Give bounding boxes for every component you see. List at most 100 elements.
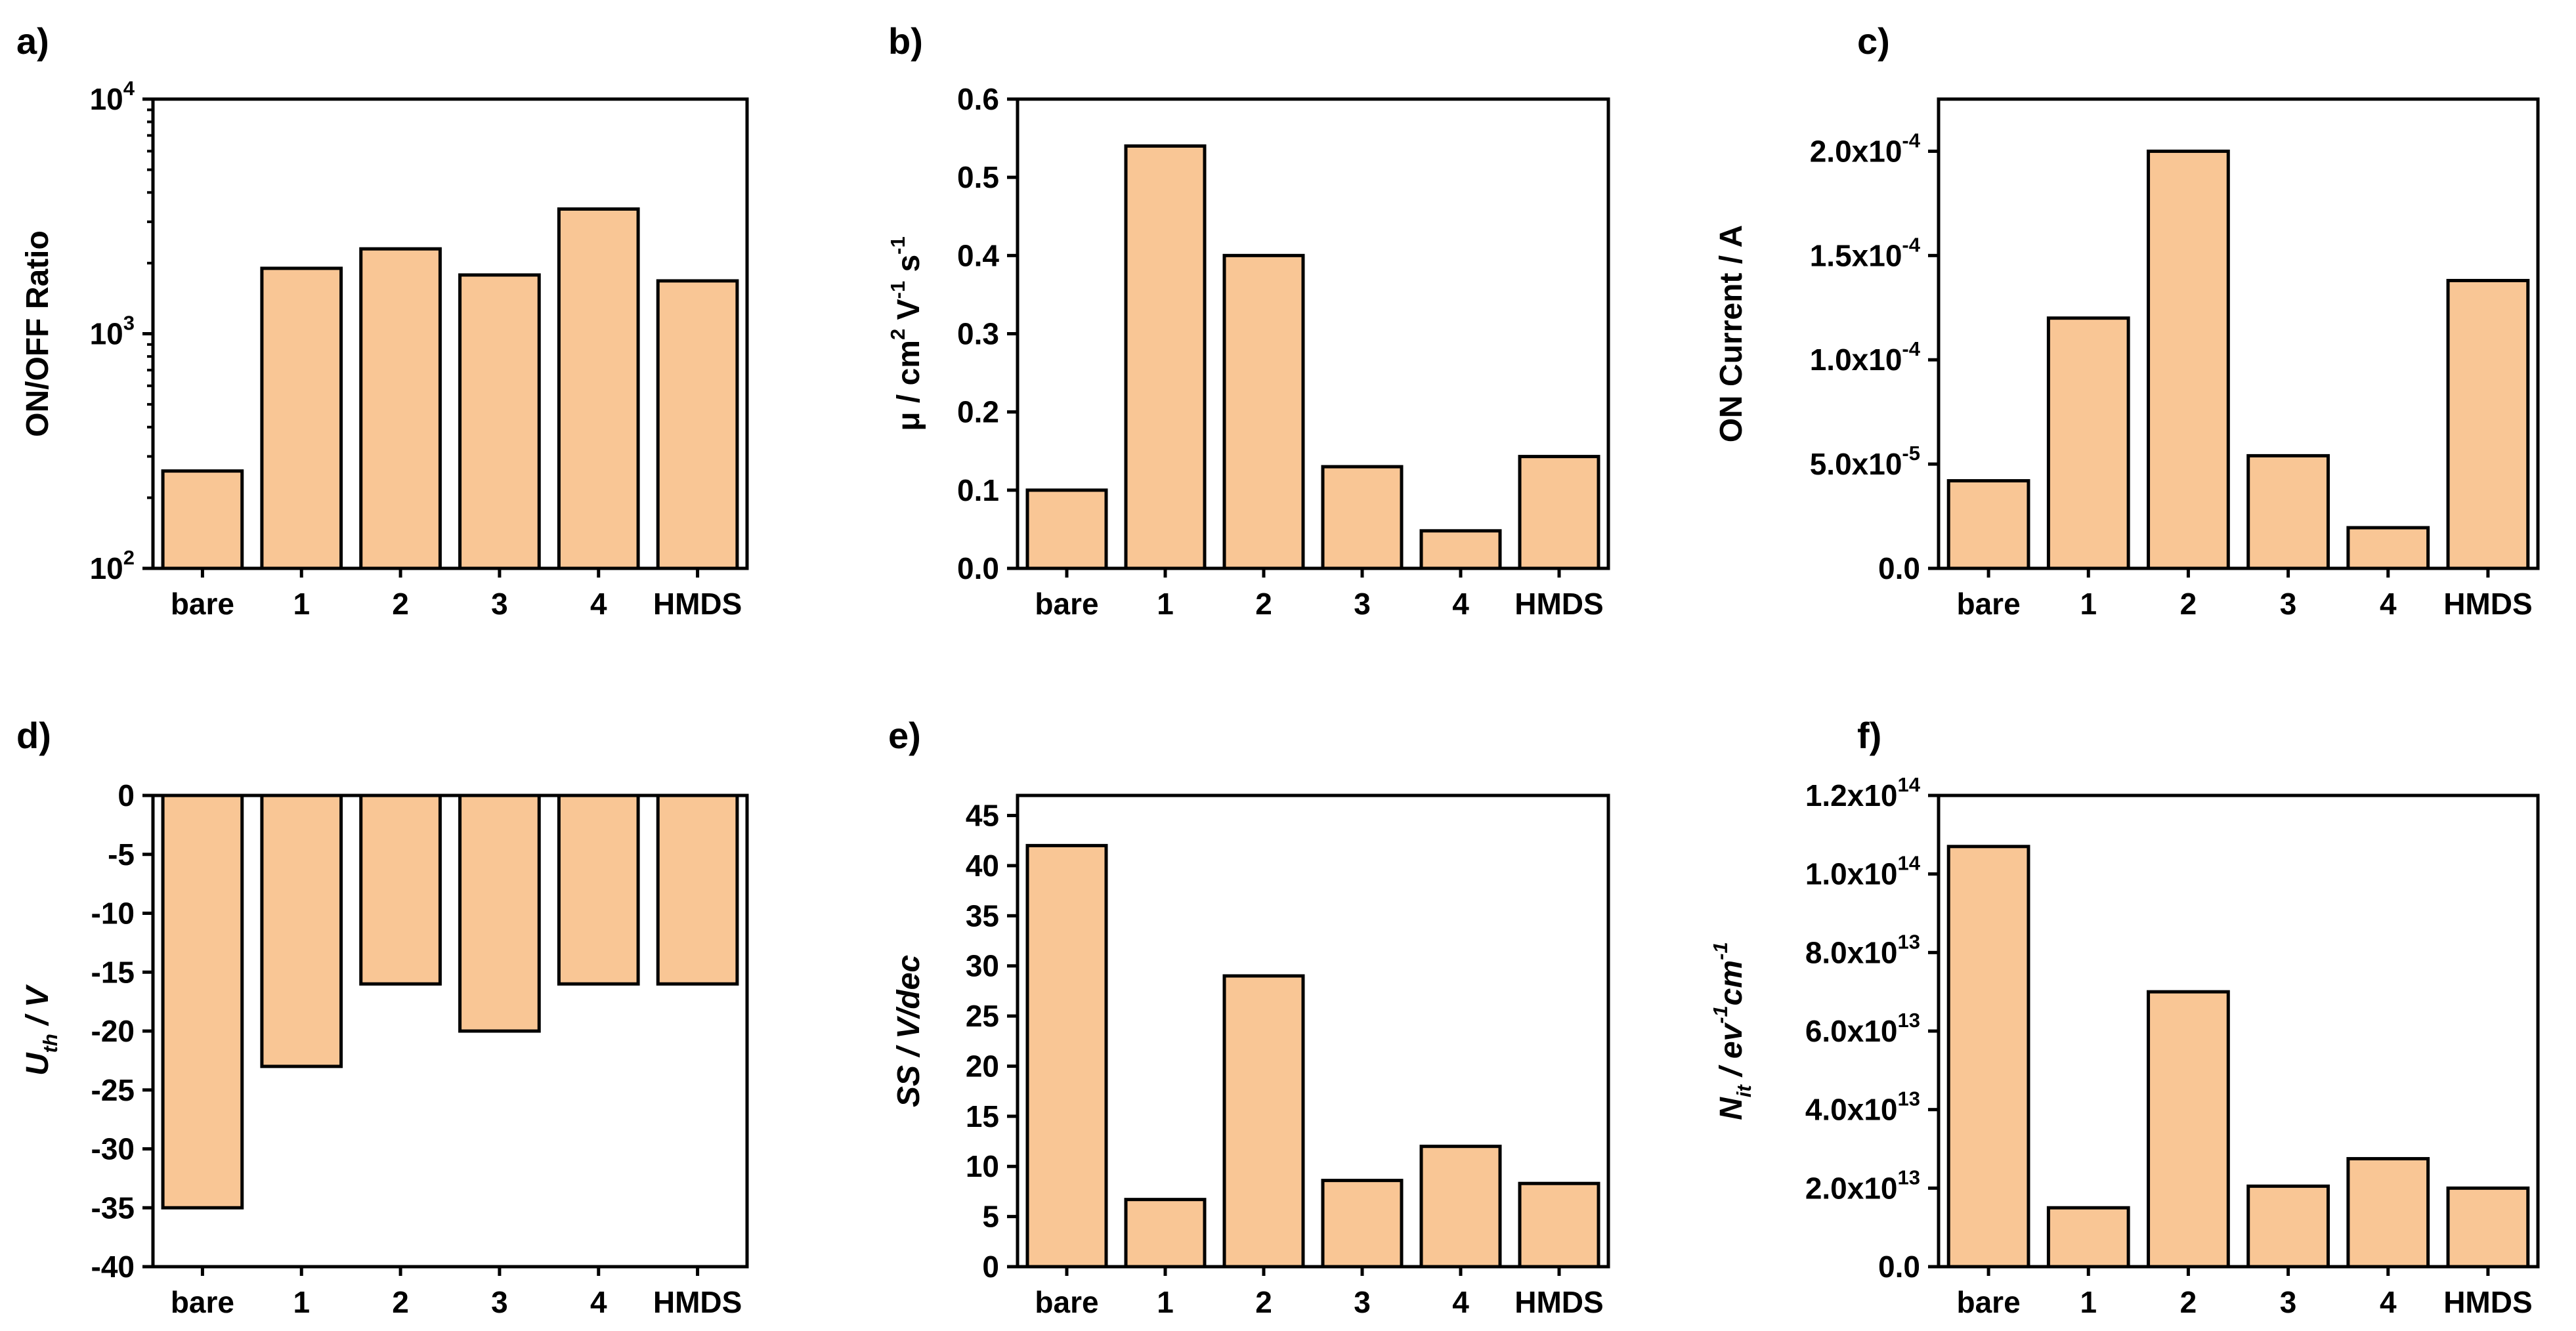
y-tick-label: 4.0x1013	[1805, 1088, 1920, 1127]
bar-HMDS	[1518, 455, 1600, 570]
bar-4	[557, 207, 640, 570]
bar-HMDS	[656, 279, 739, 570]
bar-HMDS	[656, 793, 739, 986]
x-tick-label: bare	[1035, 587, 1098, 621]
bar-bare	[1025, 843, 1108, 1269]
y-tick-label: -20	[91, 1014, 135, 1048]
bar-3	[1321, 1179, 1404, 1269]
x-tick-label: 2	[392, 1285, 409, 1319]
plot-frame	[1016, 793, 1610, 1269]
bar-2	[2147, 149, 2230, 570]
x-tick-label: 4	[2380, 1285, 2397, 1319]
y-tick-label: -10	[91, 897, 135, 931]
x-tick-label: 3	[2280, 587, 2297, 621]
y-tick-label: 0.0	[1878, 551, 1920, 585]
bar-HMDS	[2446, 1186, 2530, 1269]
y-axis-label: SS / V/dec	[891, 955, 926, 1107]
panel-label: c)	[1857, 20, 1890, 62]
y-tick-label: -30	[91, 1132, 135, 1166]
y-tick-label: 0.3	[957, 317, 999, 351]
bar-3	[2246, 1184, 2330, 1269]
bar-bare	[161, 469, 244, 570]
x-tick-label: 2	[1255, 587, 1272, 621]
x-tick-label: 4	[2380, 587, 2397, 621]
y-tick-label: 0.2	[957, 395, 999, 429]
x-tick-label: HMDS	[1514, 1285, 1603, 1319]
bar-3	[2246, 454, 2330, 570]
x-tick-label: 1	[1157, 587, 1174, 621]
x-tick-label: 4	[1452, 1285, 1469, 1319]
panel-label: e)	[888, 715, 921, 756]
y-tick-label: 5.0x10-5	[1810, 442, 1920, 481]
x-tick-label: 2	[392, 587, 409, 621]
y-tick-label: 1.5x10-4	[1810, 233, 1921, 272]
bar-4	[2346, 526, 2430, 570]
x-tick-label: 3	[1354, 587, 1371, 621]
bar-2	[1222, 974, 1305, 1269]
x-tick-label: 4	[1452, 587, 1469, 621]
y-tick-label: 5	[982, 1200, 999, 1234]
panel-label: b)	[888, 20, 923, 62]
x-tick-label: bare	[1035, 1285, 1098, 1319]
bar-HMDS	[1518, 1181, 1600, 1269]
y-tick-label: -25	[91, 1073, 135, 1107]
bar-bare	[161, 793, 244, 1210]
y-tick-label: 30	[966, 949, 999, 983]
y-axis-label: ON Current / A	[1714, 225, 1749, 443]
bar-4	[1419, 529, 1502, 570]
panel-a: a) 102 103 104 bare 1 2 3 4 HMDS ON/OFF Ratio	[16, 20, 749, 621]
y-tick-label: 2.0x1013	[1805, 1166, 1920, 1205]
bar-1	[2046, 1206, 2130, 1269]
y-tick-label: 1.0x1014	[1805, 852, 1921, 891]
y-tick-label: 45	[966, 799, 999, 833]
y-tick-label: 102	[90, 546, 135, 585]
x-tick-label: 1	[1157, 1285, 1174, 1319]
bar-1	[1124, 1198, 1207, 1269]
panel-d: d) 0 -5 -10 -15 -20 -25 -30 -35 -40 bare 1 2 3 4 HMDS Ut…	[16, 715, 749, 1319]
y-tick-label: 10	[966, 1149, 999, 1183]
bar-3	[1321, 465, 1404, 570]
y-tick-label: -5	[108, 837, 135, 872]
x-tick-label: 3	[1354, 1285, 1371, 1319]
bar-HMDS	[2446, 278, 2530, 570]
y-tick-label: 0	[118, 778, 135, 813]
x-tick-label: HMDS	[2443, 1285, 2532, 1319]
y-tick-label: 15	[966, 1099, 999, 1133]
y-tick-label: 0.5	[957, 160, 999, 194]
x-tick-label: HMDS	[2443, 587, 2532, 621]
panel-f: f) 0.0 2.0x1013 4.0x1013 6.0x1013 8.0x1013 1.0…	[1709, 715, 2540, 1319]
y-tick-label: -15	[91, 955, 135, 989]
y-tick-label: 0.6	[957, 82, 999, 116]
y-tick-label: 0.0	[1878, 1250, 1920, 1284]
x-tick-label: 3	[491, 587, 508, 621]
panel-b: b) 0.0 0.1 0.2 0.3 0.4 0.5 0.6 bare 1 2 3 4 HMDS μ / c…	[886, 20, 1610, 621]
panel-c: c) 0.0 5.0x10-5 1.0x10-4 1.5x10-4 2.0x10-4 bar…	[1714, 20, 2540, 621]
bar-2	[359, 247, 442, 570]
panel-e: e) 0 5 10 15 20 25 30 35 40 45 bare 1 2 3 4 HMDS SS / V/d…	[888, 715, 1610, 1319]
y-tick-label: 0.4	[957, 238, 999, 272]
x-tick-label: 2	[2180, 1285, 2197, 1319]
bar-4	[557, 793, 640, 986]
panel-label: f)	[1857, 715, 1881, 756]
y-tick-label: 2.0x10-4	[1810, 129, 1921, 168]
x-tick-label: 4	[590, 587, 607, 621]
bar-1	[260, 266, 343, 570]
y-axis-label: μ / cm2 V-1 s-1	[886, 236, 926, 431]
y-tick-label: 8.0x1013	[1805, 930, 1920, 969]
bar-1	[1124, 144, 1207, 570]
y-tick-label: 25	[966, 999, 999, 1033]
bar-bare	[1946, 479, 2030, 570]
x-tick-label: HMDS	[653, 1285, 742, 1319]
x-tick-label: HMDS	[653, 587, 742, 621]
bar-bare	[1946, 845, 2030, 1269]
x-tick-label: 1	[2080, 1285, 2097, 1319]
x-tick-label: 3	[2280, 1285, 2297, 1319]
bar-4	[1419, 1145, 1502, 1269]
y-tick-label: 103	[90, 312, 135, 351]
x-tick-label: bare	[171, 587, 234, 621]
y-tick-label: 0.0	[957, 551, 999, 585]
x-tick-label: 2	[1255, 1285, 1272, 1319]
panel-label: d)	[16, 715, 51, 756]
x-tick-label: bare	[1956, 1285, 2020, 1319]
